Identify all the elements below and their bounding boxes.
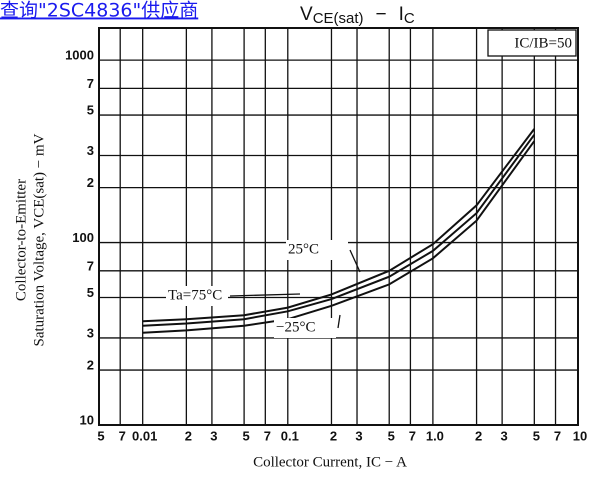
y-tick-label: 5 bbox=[87, 102, 94, 117]
x-tick-label: 2 bbox=[475, 428, 482, 443]
label-bg bbox=[166, 286, 228, 306]
plot-frame bbox=[98, 27, 579, 426]
x-tick-label: 3 bbox=[355, 428, 362, 443]
curve bbox=[142, 140, 536, 334]
x-tick-label: 7 bbox=[264, 428, 271, 443]
x-tick-label: 7 bbox=[119, 428, 126, 443]
y-tick-label: 1000 bbox=[65, 48, 94, 63]
annotation: IC/IB=50 bbox=[514, 35, 572, 51]
x-tick-label: 2 bbox=[330, 428, 337, 443]
label-leader bbox=[229, 293, 301, 297]
x-tick-label: 5 bbox=[97, 428, 104, 443]
x-tick-label: 7 bbox=[554, 428, 561, 443]
chart-title: VCE(sat) − IC bbox=[300, 4, 415, 27]
x-tick-label: 3 bbox=[501, 428, 508, 443]
x-tick-label: 1.0 bbox=[426, 428, 444, 443]
x-tick-label: 7 bbox=[409, 428, 416, 443]
label-bg bbox=[274, 318, 336, 338]
y-axis-label: Saturation Voltage, VCE(sat) − mV bbox=[31, 133, 47, 346]
link-bg bbox=[0, 0, 268, 24]
y-tick-label: 3 bbox=[87, 143, 94, 158]
y-tick-label: 7 bbox=[87, 258, 94, 273]
y-tick-label: 5 bbox=[87, 285, 94, 300]
x-tick-label: 10 bbox=[573, 428, 587, 443]
x-tick-label: 5 bbox=[533, 428, 540, 443]
x-tick-label: 3 bbox=[210, 428, 217, 443]
legend-label: 25°C bbox=[288, 241, 319, 257]
x-tick-label: 0.01 bbox=[132, 428, 157, 443]
x-tick-label: 2 bbox=[185, 428, 192, 443]
x-tick-label: 5 bbox=[388, 428, 395, 443]
curve bbox=[142, 134, 536, 327]
x-axis-label: Collector Current, IC − A bbox=[253, 454, 407, 470]
legend-label: Ta=75°C bbox=[168, 287, 222, 303]
y-tick-label: 3 bbox=[87, 325, 94, 340]
x-tick-label: 0.1 bbox=[281, 428, 299, 443]
annotation-box bbox=[487, 29, 577, 57]
y-tick-label: 10 bbox=[80, 412, 94, 427]
source-link[interactable]: 查询"2SC4836"供应商 bbox=[0, 0, 198, 22]
plot-area: 5 7 0.01 2 3 5 7 0.1 2 3 5 7 1.0 2 3 5 7 1010235710023571… bbox=[65, 27, 587, 443]
x-tick-label: 5 bbox=[242, 428, 249, 443]
y-tick-label: 100 bbox=[72, 230, 94, 245]
label-leader bbox=[349, 249, 361, 273]
y-tick-label: 7 bbox=[87, 76, 94, 91]
legend-label: −25°C bbox=[276, 319, 315, 335]
label-bg bbox=[286, 240, 348, 260]
label-leader bbox=[337, 314, 341, 329]
y-axis-label: Collector-to-Emitter bbox=[13, 179, 29, 301]
y-tick-label: 2 bbox=[87, 175, 94, 190]
curve bbox=[142, 128, 536, 323]
y-tick-label: 2 bbox=[87, 358, 94, 373]
